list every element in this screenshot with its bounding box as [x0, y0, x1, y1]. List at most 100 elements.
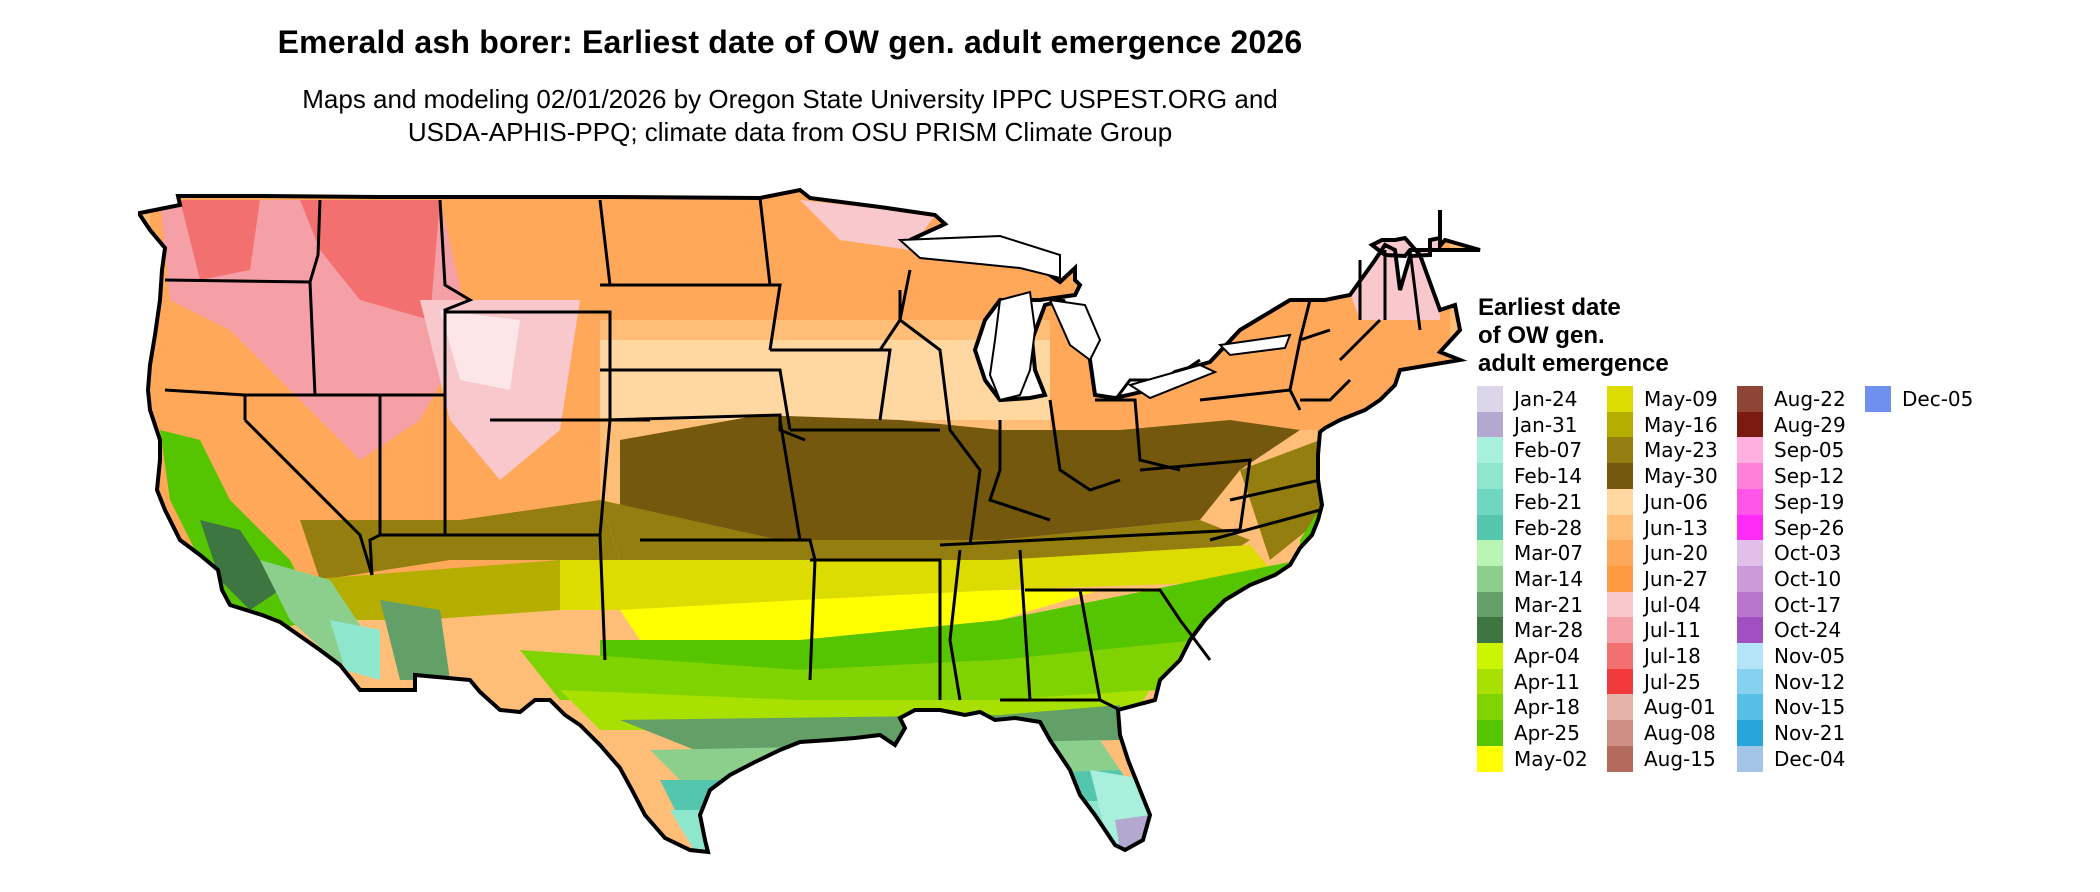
legend-swatch — [1607, 463, 1633, 489]
lake-michigan — [988, 290, 1037, 402]
lake-huron — [1048, 298, 1102, 362]
legend-swatch — [1607, 592, 1633, 618]
lake-erie — [1127, 363, 1218, 400]
legend-label: Apr-11 — [1514, 670, 1580, 694]
lake-superior — [897, 234, 1061, 280]
legend-label: Apr-18 — [1514, 695, 1580, 719]
legend-label: Aug-08 — [1644, 721, 1716, 745]
legend-swatch — [1477, 720, 1503, 746]
legend-swatch — [1607, 746, 1633, 772]
legend-label: May-09 — [1644, 387, 1718, 411]
legend-swatch — [1607, 515, 1633, 541]
subtitle-line-1: Maps and modeling 02/01/2026 by Oregon S… — [302, 84, 1278, 114]
legend-title-line-1: Earliest date — [1478, 294, 1621, 321]
legend-swatch — [1477, 463, 1503, 489]
legend-label: Jun-27 — [1644, 567, 1708, 591]
legend-swatch — [1737, 386, 1763, 412]
legend-swatch — [1607, 694, 1633, 720]
legend-swatch — [1477, 437, 1503, 463]
legend-swatch — [1607, 720, 1633, 746]
legend-swatch — [1607, 386, 1633, 412]
legend-label: Sep-12 — [1774, 464, 1845, 488]
legend-swatch — [1737, 720, 1763, 746]
legend-label: Sep-19 — [1774, 490, 1845, 514]
legend-label: Feb-07 — [1514, 438, 1583, 462]
state-boundaries — [164, 197, 1422, 712]
legend-swatch — [1865, 386, 1891, 412]
legend-label: Oct-03 — [1774, 541, 1842, 565]
legend-swatch — [1737, 489, 1763, 515]
legend-label: Mar-21 — [1514, 593, 1584, 617]
legend-swatch — [1737, 643, 1763, 669]
legend-swatch — [1477, 412, 1503, 438]
legend-swatch — [1607, 540, 1633, 566]
legend-label: Jul-04 — [1644, 593, 1701, 617]
legend-swatch — [1737, 746, 1763, 772]
legend-swatch — [1607, 643, 1633, 669]
legend-label: Oct-17 — [1774, 593, 1842, 617]
legend-label: Aug-01 — [1644, 695, 1716, 719]
legend-label: Nov-05 — [1774, 644, 1846, 668]
legend-label: Dec-04 — [1774, 747, 1846, 771]
legend-swatch — [1737, 412, 1763, 438]
map-subtitle: Maps and modeling 02/01/2026 by Oregon S… — [0, 83, 1580, 149]
subtitle-line-2: USDA-APHIS-PPQ; climate data from OSU PR… — [407, 117, 1173, 147]
legend-label: May-02 — [1514, 747, 1588, 771]
legend-label: Jun-13 — [1644, 516, 1708, 540]
legend-label: Apr-04 — [1514, 644, 1580, 668]
legend-swatch — [1477, 643, 1503, 669]
legend-label: May-23 — [1644, 438, 1718, 462]
legend-title-line-3: adult emergence — [1478, 350, 1669, 377]
emergence-color-bands — [140, 190, 1480, 852]
legend-label: Oct-24 — [1774, 618, 1842, 642]
legend-swatch — [1477, 592, 1503, 618]
legend-label: Apr-25 — [1514, 721, 1580, 745]
legend-label: Nov-12 — [1774, 670, 1846, 694]
legend-swatch — [1607, 489, 1633, 515]
legend-swatch — [1477, 515, 1503, 541]
legend-swatch — [1477, 386, 1503, 412]
legend-label: Nov-21 — [1774, 721, 1846, 745]
legend-label: Mar-14 — [1514, 567, 1584, 591]
legend-label: Feb-21 — [1514, 490, 1583, 514]
legend-swatch — [1737, 463, 1763, 489]
legend-swatch — [1607, 617, 1633, 643]
legend-label: Feb-14 — [1514, 464, 1583, 488]
legend-swatch — [1477, 694, 1503, 720]
legend-label: Oct-10 — [1774, 567, 1842, 591]
legend-swatch — [1477, 669, 1503, 695]
legend-swatch — [1607, 566, 1633, 592]
legend-label: Jul-25 — [1644, 670, 1701, 694]
legend-label: Dec-05 — [1902, 387, 1974, 411]
lake-ontario — [1217, 333, 1292, 357]
legend-label: Aug-22 — [1774, 387, 1846, 411]
legend-label: Sep-26 — [1774, 516, 1845, 540]
legend-swatch — [1607, 437, 1633, 463]
legend-swatch — [1477, 566, 1503, 592]
legend-swatch — [1737, 694, 1763, 720]
legend-label: May-16 — [1644, 413, 1718, 437]
legend-label: Jan-31 — [1514, 413, 1578, 437]
legend-swatch — [1477, 746, 1503, 772]
legend-label: Feb-28 — [1514, 516, 1583, 540]
legend-label: Aug-15 — [1644, 747, 1716, 771]
legend-swatch — [1737, 437, 1763, 463]
map-title: Emerald ash borer: Earliest date of OW g… — [277, 24, 1303, 60]
legend-swatch — [1477, 540, 1503, 566]
legend-swatch — [1737, 592, 1763, 618]
legend-title-line-2: of OW gen. — [1478, 322, 1605, 349]
legend-swatch — [1737, 566, 1763, 592]
legend-title: Earliest date of OW gen. adult emergence — [1478, 294, 1669, 378]
legend-swatch — [1737, 669, 1763, 695]
legend-swatch — [1477, 617, 1503, 643]
legend-label: Sep-05 — [1774, 438, 1845, 462]
legend-label: May-30 — [1644, 464, 1718, 488]
legend-swatch — [1737, 617, 1763, 643]
legend-label: Jul-11 — [1644, 618, 1701, 642]
legend-label: Mar-07 — [1514, 541, 1584, 565]
legend-label: Mar-28 — [1514, 618, 1584, 642]
legend-swatch — [1737, 540, 1763, 566]
legend-label: Jan-24 — [1514, 387, 1578, 411]
legend-swatch — [1477, 489, 1503, 515]
